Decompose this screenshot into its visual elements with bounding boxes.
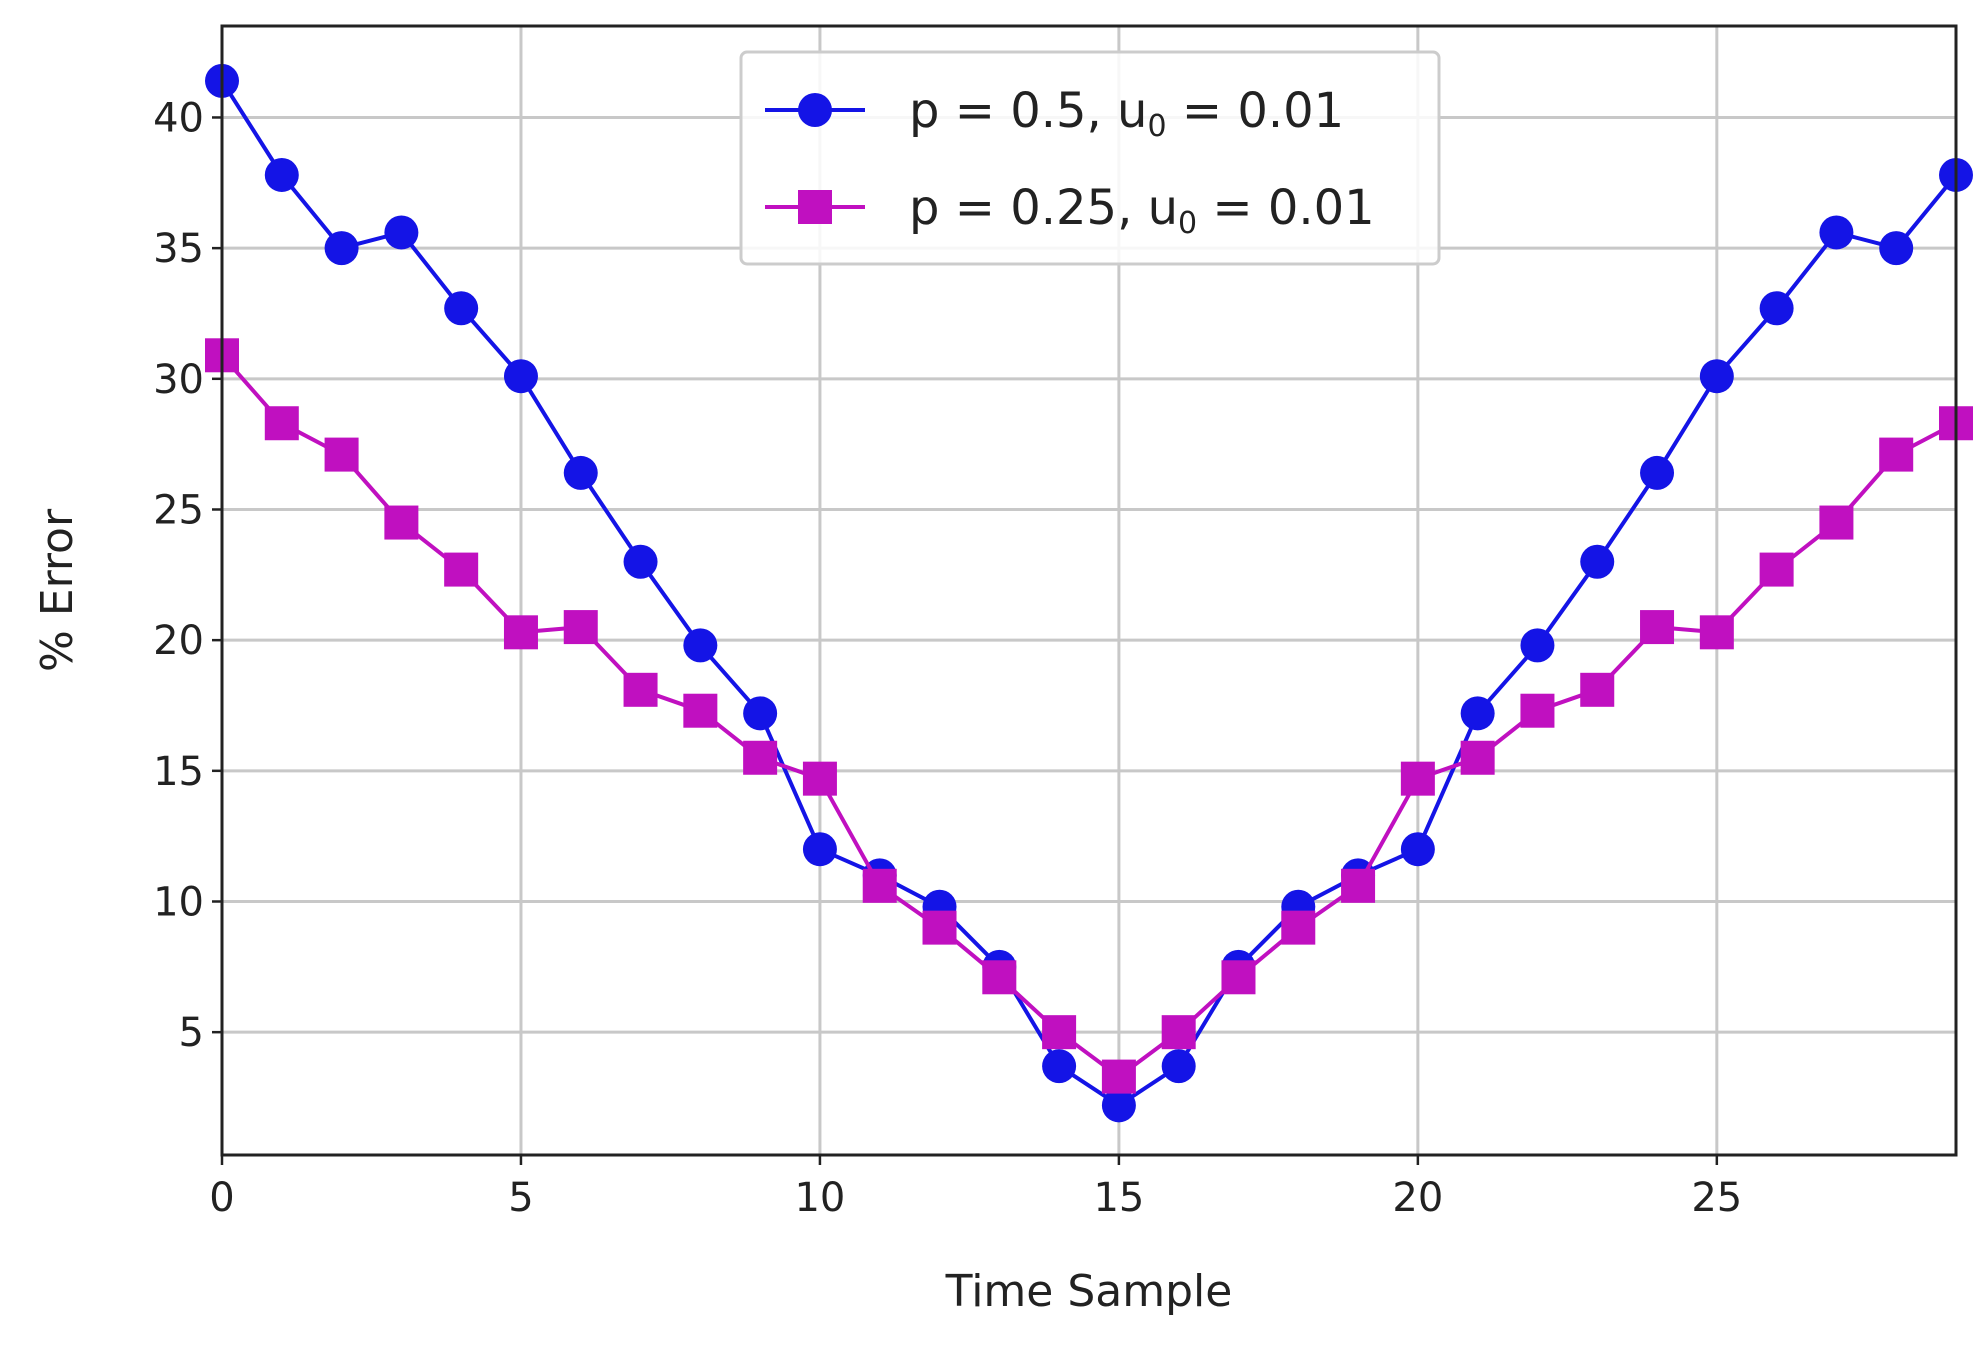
data-point — [1161, 1015, 1196, 1050]
data-point — [1221, 960, 1256, 995]
legend-marker — [798, 93, 832, 127]
data-point — [1879, 231, 1914, 266]
data-point — [503, 359, 538, 394]
legend-label: p = 0.25, u0 = 0.01 — [909, 180, 1375, 241]
data-point — [1699, 359, 1734, 394]
data-point — [683, 628, 718, 663]
legend-entry: p = 0.5, u0 = 0.01 — [765, 83, 1344, 144]
legend-entry: p = 0.25, u0 = 0.01 — [765, 180, 1375, 241]
x-tick-label: 10 — [794, 1175, 845, 1221]
y-tick-label: 35 — [153, 226, 204, 272]
data-point — [802, 761, 837, 796]
data-point — [563, 610, 598, 645]
data-point — [1341, 868, 1376, 903]
y-tick-label: 40 — [153, 95, 204, 141]
x-tick-label: 0 — [209, 1175, 234, 1221]
data-point — [563, 455, 598, 490]
data-point — [743, 696, 778, 731]
data-point — [1759, 552, 1794, 587]
data-point — [1520, 693, 1555, 728]
data-point — [1281, 910, 1316, 945]
y-axis-label: % Error — [32, 508, 83, 672]
series-layer — [205, 63, 1973, 1123]
legend-marker — [798, 190, 832, 224]
data-point — [1161, 1049, 1196, 1084]
data-point — [264, 157, 299, 192]
data-point — [264, 406, 299, 441]
data-point — [1042, 1049, 1077, 1084]
data-point — [982, 960, 1017, 995]
data-point — [1759, 291, 1794, 326]
data-point — [1042, 1015, 1077, 1050]
legend-box — [739, 50, 1441, 266]
data-point — [324, 231, 359, 266]
data-point — [1819, 505, 1854, 540]
y-tick-label: 25 — [153, 487, 204, 533]
x-tick-label: 25 — [1691, 1175, 1742, 1221]
data-point — [1460, 696, 1495, 731]
data-point — [1819, 215, 1854, 250]
data-point — [1699, 615, 1734, 650]
y-tick-label: 10 — [153, 879, 204, 925]
data-point — [1101, 1059, 1136, 1094]
data-point — [444, 291, 479, 326]
data-point — [1580, 544, 1615, 579]
y-tick-label: 5 — [179, 1010, 204, 1056]
y-tick-label: 30 — [153, 357, 204, 403]
data-point — [503, 615, 538, 650]
data-point — [1640, 610, 1675, 645]
legend-label: p = 0.5, u0 = 0.01 — [909, 83, 1344, 144]
x-tick-label: 5 — [508, 1175, 533, 1221]
data-point — [1101, 1088, 1136, 1123]
data-point — [623, 544, 658, 579]
data-point — [623, 672, 658, 707]
plot-frame — [220, 24, 1958, 1157]
data-point — [1879, 437, 1914, 472]
data-point — [1580, 672, 1615, 707]
data-point — [743, 740, 778, 775]
data-point — [1400, 832, 1435, 867]
data-point — [324, 437, 359, 472]
data-point — [384, 505, 419, 540]
legend: p = 0.5, u0 = 0.01 p = 0.25, u0 = 0.01 — [739, 50, 1441, 266]
y-tick-label: 20 — [153, 618, 204, 664]
data-point — [1640, 455, 1675, 490]
data-point — [1460, 740, 1495, 775]
data-point — [922, 910, 957, 945]
y-tick-label: 15 — [153, 749, 204, 795]
data-point — [1400, 761, 1435, 796]
data-point — [862, 868, 897, 903]
data-point — [1520, 628, 1555, 663]
data-point — [444, 552, 479, 587]
data-point — [683, 693, 718, 728]
data-point — [802, 832, 837, 867]
x-tick-label: 20 — [1392, 1175, 1443, 1221]
x-axis-label: Time Sample — [945, 1266, 1233, 1317]
series-2 — [205, 338, 1973, 1094]
axis-ticks: 0 5 10 15 20 25 5 10 15 20 25 30 35 40 — [153, 95, 1742, 1221]
data-point — [384, 215, 419, 250]
x-tick-label: 15 — [1093, 1175, 1144, 1221]
